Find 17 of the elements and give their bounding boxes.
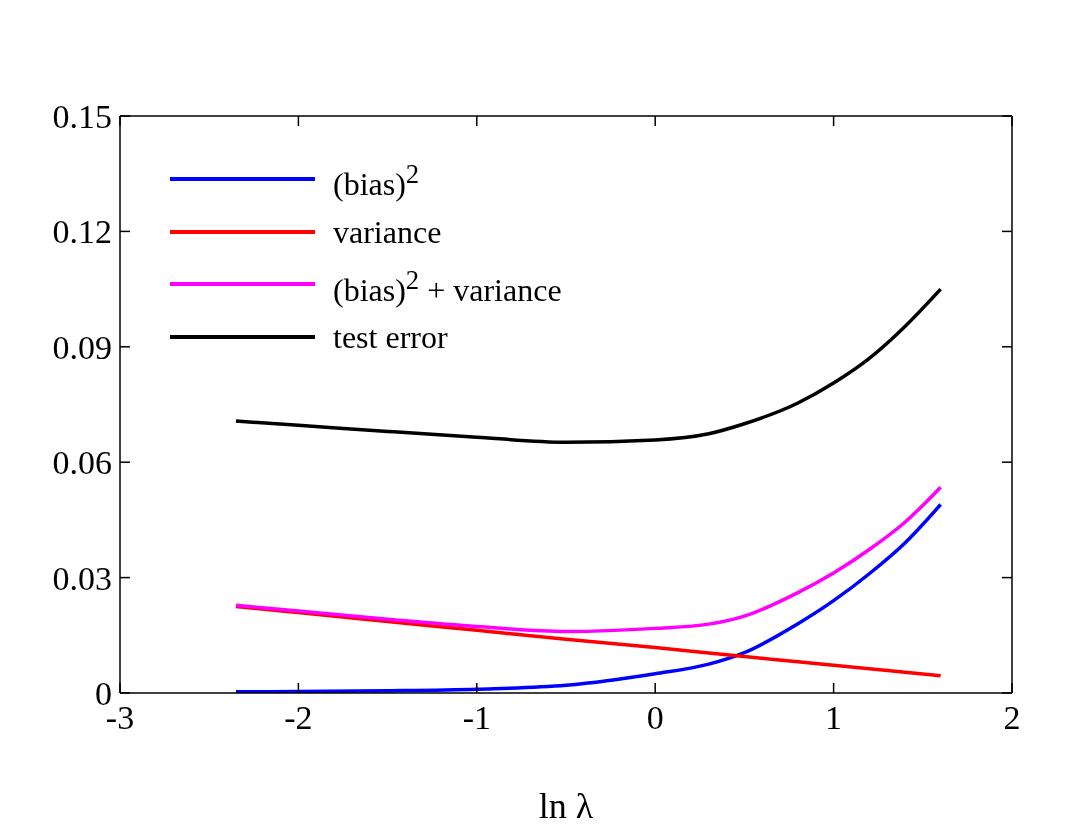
y-tick-label: 0.03 [52,559,112,597]
line-series [234,485,943,634]
y-tick-label: 0.09 [52,328,112,366]
line-series [234,502,943,693]
x-tick-label: -1 [462,699,491,737]
legend-label: variance [333,212,442,252]
x-axis-title: ln λ [538,786,594,826]
legend-label: test error [333,318,448,358]
x-tick-label: -2 [284,699,313,737]
y-tick-label: 0.15 [52,98,112,136]
y-tick-label: 0.12 [52,213,112,251]
y-tick-label: 0.06 [52,444,112,482]
legend-label: (bias)$^{2}$ + variance [333,263,562,310]
legend-label: (bias)$^{2}$ [333,158,420,204]
x-tick-label: 1 [825,699,843,737]
x-tick-label: 0 [646,699,664,737]
x-tick-label: 2 [1003,699,1021,737]
